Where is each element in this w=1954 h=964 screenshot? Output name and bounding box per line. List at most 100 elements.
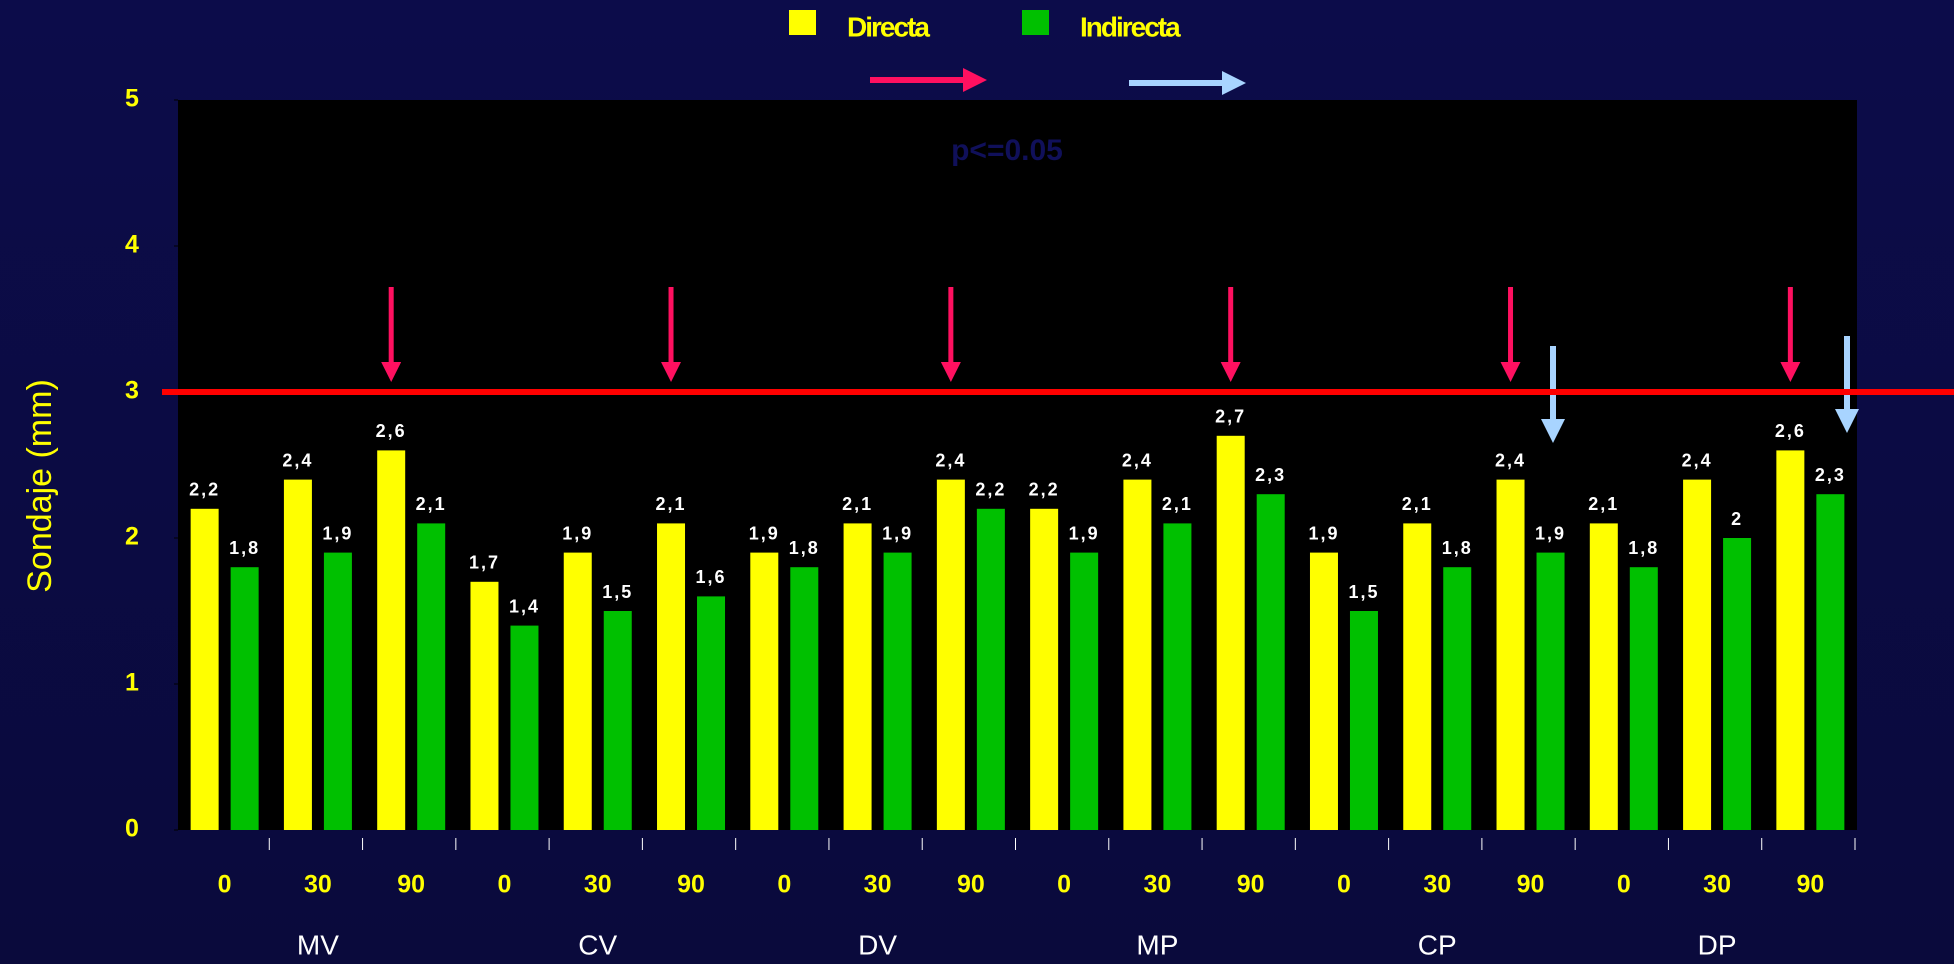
data-label: 1,9 <box>1308 523 1339 543</box>
x-tick-label: 0 <box>1337 871 1351 899</box>
x-tick-label: 90 <box>1517 871 1545 899</box>
bar <box>750 552 779 830</box>
data-label: 1,8 <box>789 538 820 558</box>
x-tick-label: 0 <box>218 871 232 899</box>
data-label: 1,5 <box>602 582 633 602</box>
x-tick-label: 30 <box>304 871 332 899</box>
bar <box>1163 523 1192 830</box>
x-tick-label: 90 <box>677 871 705 899</box>
bar <box>1030 508 1059 830</box>
group-label: DP <box>1698 929 1737 960</box>
data-label: 2,3 <box>1255 465 1286 485</box>
bar <box>1403 523 1432 830</box>
group-label: MV <box>297 929 339 960</box>
bar <box>1683 479 1712 830</box>
bar <box>190 508 219 830</box>
data-label: 2,1 <box>1402 494 1433 514</box>
plot-area <box>178 100 1857 830</box>
data-label: 1,9 <box>1069 523 1100 543</box>
bar <box>1216 435 1245 830</box>
annotation: p<=0.05 <box>951 134 1063 167</box>
y-tick-label: 1 <box>125 669 139 697</box>
data-label: 1,9 <box>322 523 353 543</box>
bar <box>323 552 352 830</box>
bar <box>470 581 499 830</box>
data-label: 1,4 <box>509 596 540 616</box>
bar <box>1256 494 1285 830</box>
x-tick-label: 0 <box>1057 871 1071 899</box>
x-tick-label: 90 <box>1796 871 1824 899</box>
data-label: 1,8 <box>1628 538 1659 558</box>
x-tick-label: 30 <box>1703 871 1731 899</box>
group-label: CV <box>578 929 617 960</box>
legend-swatch <box>789 10 816 35</box>
group-label: DV <box>858 929 897 960</box>
bar <box>1309 552 1338 830</box>
bar <box>1443 567 1472 830</box>
y-tick-label: 2 <box>125 523 139 551</box>
data-label: 2,7 <box>1215 407 1246 427</box>
bar <box>603 611 632 830</box>
bar <box>790 567 819 830</box>
y-tick-label: 4 <box>125 231 139 259</box>
data-label: 2,4 <box>282 450 313 470</box>
data-label: 2,4 <box>935 450 966 470</box>
data-label: 1,8 <box>229 538 260 558</box>
bar <box>1589 523 1618 830</box>
data-label: 1,9 <box>749 523 780 543</box>
bar <box>1629 567 1658 830</box>
x-tick-label: 0 <box>777 871 791 899</box>
data-label: 1,6 <box>696 567 727 587</box>
x-tick-label: 30 <box>1144 871 1172 899</box>
bar <box>657 523 686 830</box>
x-tick-label: 90 <box>1237 871 1265 899</box>
x-tick-label: 30 <box>584 871 612 899</box>
bar <box>936 479 965 830</box>
data-label: 1,8 <box>1442 538 1473 558</box>
bar <box>1776 450 1805 830</box>
data-label: 2,2 <box>975 480 1006 500</box>
bar <box>1536 552 1565 830</box>
y-tick-label: 0 <box>125 815 139 843</box>
bar <box>1123 479 1152 830</box>
legend-label: Directa <box>847 11 930 42</box>
data-label: 1,9 <box>562 523 593 543</box>
data-label: 2,4 <box>1122 450 1153 470</box>
bar <box>563 552 592 830</box>
bar <box>883 552 912 830</box>
group-label: MP <box>1136 929 1178 960</box>
bar <box>510 625 539 830</box>
y-tick-label: 5 <box>125 85 139 113</box>
legend-label: Indirecta <box>1080 11 1181 42</box>
data-label: 2 <box>1731 509 1743 529</box>
data-label: 1,7 <box>469 553 500 573</box>
bar <box>976 508 1005 830</box>
data-label: 2,2 <box>1029 480 1060 500</box>
data-label: 2,1 <box>842 494 873 514</box>
data-label: 2,6 <box>376 421 407 441</box>
y-tick-label: 3 <box>125 377 139 405</box>
bar <box>697 596 726 830</box>
bar <box>1723 538 1752 830</box>
bar <box>377 450 406 830</box>
data-label: 2,4 <box>1682 450 1713 470</box>
bar <box>230 567 259 830</box>
data-label: 2,1 <box>656 494 687 514</box>
data-label: 1,9 <box>882 523 913 543</box>
x-tick-label: 30 <box>864 871 892 899</box>
y-axis-title: Sondaje (mm) <box>21 379 59 593</box>
bar <box>843 523 872 830</box>
bar <box>1070 552 1099 830</box>
bar <box>1349 611 1378 830</box>
data-label: 2,3 <box>1815 465 1846 485</box>
x-tick-label: 90 <box>397 871 425 899</box>
data-label: 2,4 <box>1495 450 1526 470</box>
data-label: 2,1 <box>416 494 447 514</box>
x-tick-label: 90 <box>957 871 985 899</box>
bar <box>283 479 312 830</box>
bar <box>417 523 446 830</box>
x-tick-label: 0 <box>498 871 512 899</box>
legend-arrows <box>870 68 1859 443</box>
data-label: 2,2 <box>189 480 220 500</box>
